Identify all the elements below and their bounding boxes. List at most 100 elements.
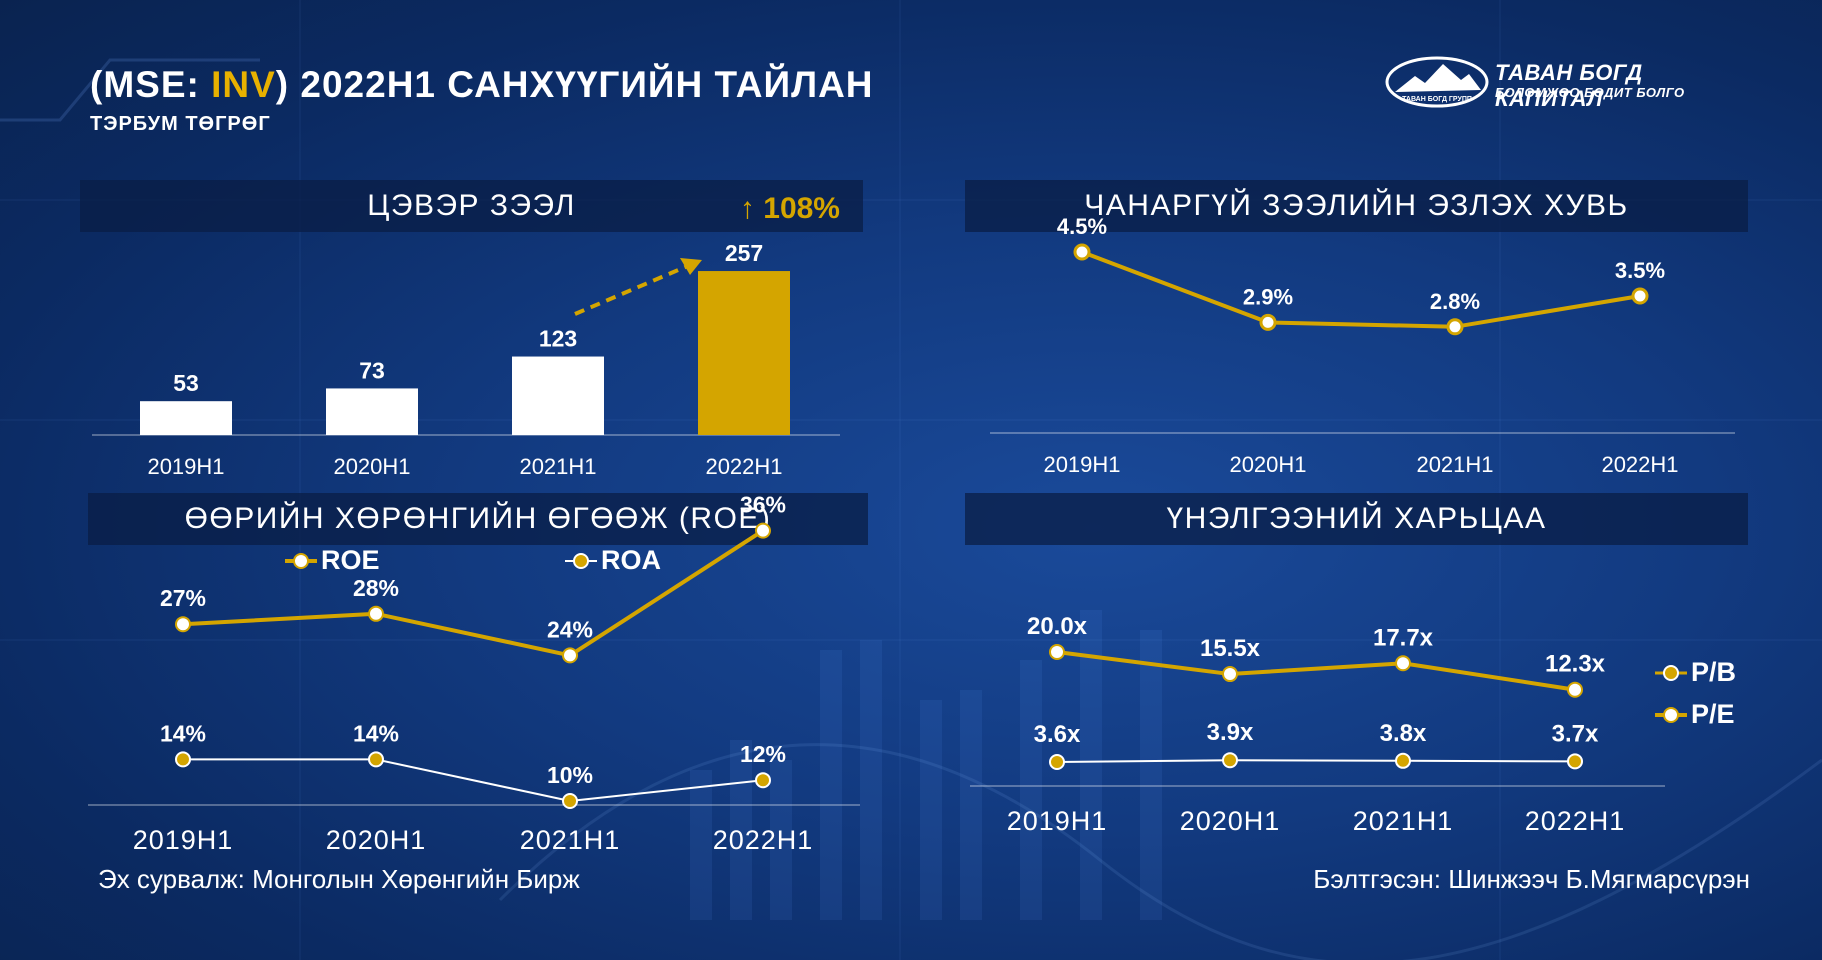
roe-point-2020H1 [368,605,384,622]
npl-value-2021H1: 2.8% [1430,289,1480,314]
roa-point-2019H1 [175,751,191,768]
roe-point-2021H1 [562,647,578,664]
npl-tick-2020H1: 2020H1 [1229,452,1306,477]
roe-tick-2022H1: 2022H1 [713,825,814,855]
valuation-title: ҮНЭЛГЭЭНИЙ ХАРЬЦАА [1166,502,1547,535]
pe-value-2022H1: 12.3x [1545,651,1606,678]
logo-name: ТАВАН БОГД КАПИТАЛ [1495,60,1643,111]
roe-roa-chart: 27% 28% 24% 36% 14% 14% 10% 12% 2019H1 2020H1 2021… [88,492,860,855]
npl-point-2019H1 [1073,243,1091,261]
legend-pe: P/E [1655,699,1735,730]
roe-value-2020H1: 28% [353,575,399,601]
net-loans-title: ЦЭВЭР ЗЭЭЛ [367,189,576,222]
net-loans-bar-2019H1 [140,401,232,435]
pe-value-2019H1: 20.0x [1027,613,1088,640]
pe-point-2020H1 [1222,666,1238,683]
pe-point-2022H1 [1567,681,1583,698]
pe-point-2019H1 [1049,644,1065,660]
legend-roe-marker [285,552,317,569]
pb-point-2022H1 [1567,753,1583,770]
pb-point-2019H1 [1049,754,1065,770]
legend-roa-marker [565,552,597,569]
roe-tick-2020H1: 2020H1 [326,825,427,855]
valuation-tick-2020H1: 2020H1 [1180,806,1281,836]
pe-value-2021H1: 17.7x [1373,624,1434,651]
pb-value-2021H1: 3.8x [1380,720,1427,747]
roe-point-2022H1 [755,522,771,539]
npl-chart: 4.5% 2019H1 2.9% 2020H1 2.8% 2021H1 3.5% 2022H1 [990,214,1735,477]
roa-point-2021H1 [562,793,578,809]
net-loans-bar-2021H1 [512,356,604,435]
net-loans-chart: 53 2019H1 73 2020H1 123 2021H1 257 2022H1 ↑ 108% [92,192,840,479]
company-logo: ТАВАН БОГД ГРУПП ТАВАН БОГД КАПИТАЛ БОЛО… [1385,56,1745,111]
roa-value-2021H1: 10% [547,762,593,788]
pb-line [1056,759,1576,763]
net-loans-tick-2019H1: 2019H1 [147,454,224,479]
legend-pe-label: P/E [1691,699,1735,729]
valuation-title-band: ҮНЭЛГЭЭНИЙ ХАРЬЦАА [965,493,1748,545]
npl-point-2022H1 [1631,287,1649,305]
net-loans-title-band: ЦЭВЭР ЗЭЭЛ [80,180,863,232]
pb-point-2021H1 [1395,752,1411,769]
roa-value-2020H1: 14% [353,720,399,746]
pb-point-2020H1 [1222,752,1238,769]
npl-point-2021H1 [1446,318,1464,336]
npl-tick-2021H1: 2021H1 [1416,452,1493,477]
npl-point-2020H1 [1259,313,1277,331]
valuation-tick-2022H1: 2022H1 [1525,806,1626,836]
net-loans-bar-2022H1 [698,271,790,435]
legend-roe: ROE [285,545,380,576]
npl-line [1081,250,1641,329]
roa-value-2022H1: 12% [740,741,786,767]
net-loans-value-2019H1: 53 [173,370,199,396]
net-loans-value-2021H1: 123 [539,326,577,352]
net-loans-value-2020H1: 73 [359,357,385,383]
legend-pb-marker [1655,664,1687,681]
growth-label: ↑ 108% [740,192,840,225]
roe-title: ӨӨРИЙН ХӨРӨНГИЙН ӨГӨӨЖ (ROE) [184,502,772,535]
roe-value-2019H1: 27% [160,585,206,611]
ticker-highlight: INV [211,64,276,105]
roe-value-2022H1: 36% [740,492,786,518]
pb-value-2022H1: 3.7x [1552,720,1599,747]
npl-value-2019H1: 4.5% [1057,214,1107,239]
npl-title: ЧАНАРГҮЙ ЗЭЭЛИЙН ЭЗЛЭХ ХУВЬ [1084,189,1629,222]
growth-arrow-head [680,258,702,275]
valuation-tick-2021H1: 2021H1 [1353,806,1454,836]
growth-arrow-line [574,263,691,316]
legend-roa-label: ROA [601,545,661,575]
npl-value-2020H1: 2.9% [1243,284,1293,309]
roa-point-2020H1 [368,751,384,768]
valuation-chart: 20.0x 15.5x 17.7x 12.3x 3.6x 3.9x 3.8x 3.7x 2019… [970,613,1665,836]
roe-tick-2019H1: 2019H1 [133,825,234,855]
net-loans-tick-2021H1: 2021H1 [519,454,596,479]
roe-tick-2021H1: 2021H1 [520,825,621,855]
roe-title-band: ӨӨРИЙН ХӨРӨНГИЙН ӨГӨӨЖ (ROE) [88,493,868,545]
legend-pb: P/B [1655,657,1736,688]
npl-title-band: ЧАНАРГҮЙ ЗЭЭЛИЙН ЭЗЛЭХ ХУВЬ [965,180,1748,232]
npl-tick-2019H1: 2019H1 [1043,452,1120,477]
pb-value-2020H1: 3.9x [1207,719,1254,746]
valuation-tick-2019H1: 2019H1 [1007,806,1108,836]
net-loans-bar-2020H1 [326,388,418,435]
roe-point-2019H1 [175,616,191,633]
roe-value-2021H1: 24% [547,616,593,642]
net-loans-value-2022H1: 257 [725,240,763,266]
page-title: (MSE: INV) 2022H1 САНХҮҮГИЙН ТАЙЛАН [90,64,874,105]
roe-line [182,528,765,658]
legend-pe-marker [1655,706,1687,723]
npl-value-2022H1: 3.5% [1615,258,1665,283]
legend-roe-label: ROE [321,545,380,575]
pe-line [1056,650,1576,692]
legend-roa: ROA [565,545,661,576]
pe-value-2020H1: 15.5x [1200,635,1261,662]
source-note: Эх сурвалж: Монголын Хөрөнгийн Бирж [98,864,580,894]
page-subtitle: ТЭРБУМ ТӨГРӨГ [90,113,271,135]
net-loans-tick-2020H1: 2020H1 [333,454,410,479]
logo-emblem-text: ТАВАН БОГД ГРУПП [1402,96,1472,103]
npl-tick-2022H1: 2022H1 [1601,452,1678,477]
net-loans-tick-2022H1: 2022H1 [705,454,782,479]
legend-pb-label: P/B [1691,657,1737,687]
roa-point-2022H1 [755,772,771,789]
